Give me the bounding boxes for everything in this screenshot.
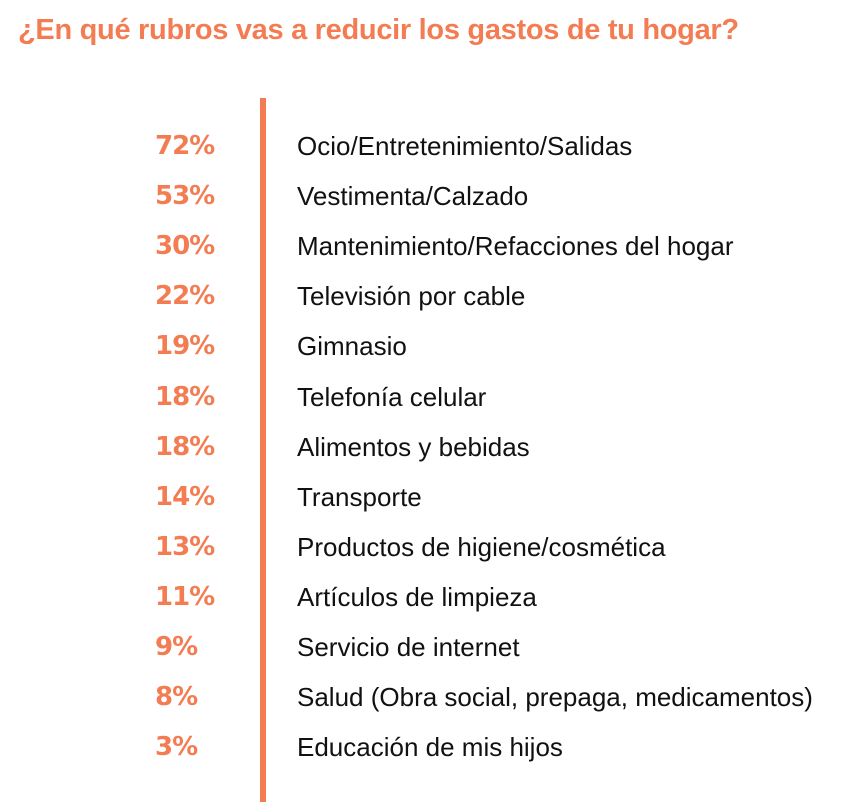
percentage-value: 18% bbox=[155, 381, 215, 412]
category-label: Mantenimiento/Refacciones del hogar bbox=[297, 231, 734, 262]
percentage-value: 18% bbox=[155, 431, 215, 462]
table-row: 30% Mantenimiento/Refacciones del hogar bbox=[0, 221, 861, 271]
category-label: Productos de higiene/cosmética bbox=[297, 531, 666, 562]
table-row: 19% Gimnasio bbox=[0, 321, 861, 371]
table-row: 3% Educación de mis hijos bbox=[0, 722, 861, 772]
category-label: Gimnasio bbox=[297, 331, 407, 362]
percentage-value: 13% bbox=[155, 531, 215, 562]
vertical-divider bbox=[260, 98, 266, 802]
percentage-value: 3% bbox=[155, 732, 198, 763]
percentage-value: 14% bbox=[155, 481, 215, 512]
percentage-value: 8% bbox=[155, 682, 198, 713]
table-row: 14% Transporte bbox=[0, 472, 861, 522]
table-row: 13% Productos de higiene/cosmética bbox=[0, 522, 861, 572]
category-label: Telefonía celular bbox=[297, 381, 487, 412]
table-row: 53% Vestimenta/Calzado bbox=[0, 171, 861, 221]
category-label: Vestimenta/Calzado bbox=[297, 181, 529, 212]
category-label: Servicio de internet bbox=[297, 632, 520, 662]
category-label: Educación de mis hijos bbox=[297, 732, 563, 763]
category-label: Televisión por cable bbox=[297, 281, 526, 312]
category-label: Salud (Obra social, prepaga, medicamento… bbox=[297, 682, 813, 713]
category-label: Transporte bbox=[297, 481, 422, 512]
category-label: Ocio/Entretenimiento/Salidas bbox=[297, 131, 633, 161]
percentage-value: 11% bbox=[155, 581, 215, 612]
category-label: Alimentos y bebidas bbox=[297, 431, 530, 462]
table-row: 18% Telefonía celular bbox=[0, 372, 861, 422]
table-row: 8% Salud (Obra social, prepaga, medicamen… bbox=[0, 672, 861, 722]
table-row: 9% Servicio de internet bbox=[0, 622, 861, 672]
percentage-value: 72% bbox=[155, 131, 215, 161]
table-row: 11% Artículos de limpieza bbox=[0, 572, 861, 622]
percentage-value: 9% bbox=[155, 632, 198, 662]
percentage-value: 19% bbox=[155, 331, 215, 362]
table-row: 22% Televisión por cable bbox=[0, 271, 861, 321]
chart-title: ¿En qué rubros vas a reducir los gastos … bbox=[18, 14, 739, 46]
percentage-value: 53% bbox=[155, 181, 215, 212]
category-label: Artículos de limpieza bbox=[297, 581, 537, 612]
percentage-value: 30% bbox=[155, 231, 215, 262]
table-row: 72% Ocio/Entretenimiento/Salidas bbox=[0, 121, 861, 171]
table-row: 18% Alimentos y bebidas bbox=[0, 422, 861, 472]
percentage-value: 22% bbox=[155, 281, 215, 312]
